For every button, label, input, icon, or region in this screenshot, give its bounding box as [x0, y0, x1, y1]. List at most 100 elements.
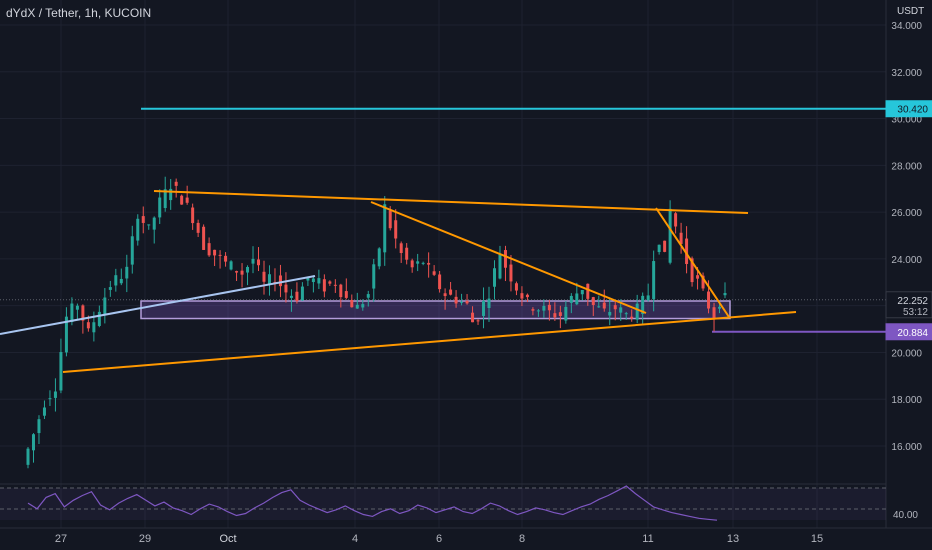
rsi-tick-label: 40.00: [893, 510, 918, 521]
candle-body: [355, 304, 359, 309]
candle-body: [147, 224, 151, 226]
candle-body: [509, 264, 513, 282]
candle-body: [207, 243, 211, 256]
candle-body: [86, 322, 90, 329]
candle-body: [641, 295, 645, 314]
y-tick-label: 30.000: [891, 115, 922, 126]
candle-body: [191, 207, 195, 224]
y-tick-label: 26.000: [891, 208, 922, 219]
candle-body: [438, 274, 442, 290]
candle-body: [547, 304, 551, 311]
candle-body: [366, 294, 370, 298]
candle-body: [185, 197, 189, 203]
candle-body: [130, 236, 134, 265]
candle-body: [240, 270, 244, 275]
candle-body: [487, 298, 491, 308]
price-label-box: [885, 100, 932, 118]
candle-body: [267, 274, 271, 284]
candle-body: [114, 275, 118, 286]
candle-body: [465, 300, 469, 304]
candle-body: [322, 279, 326, 292]
candle-body: [498, 254, 502, 279]
y-tick-label: 34.000: [891, 21, 922, 32]
candle-body: [531, 309, 535, 311]
candle-body: [701, 275, 705, 289]
candle-body: [553, 313, 557, 318]
candle-body: [432, 271, 436, 275]
range-box: [140, 300, 731, 320]
candle-body: [289, 295, 293, 298]
candle-body: [564, 306, 568, 321]
x-tick-label: 15: [811, 533, 823, 545]
candle-body: [696, 275, 700, 279]
candle-body: [674, 213, 678, 227]
candle-body: [383, 204, 387, 253]
trendline-lower-triangle: [62, 311, 797, 373]
candle-body: [536, 310, 540, 312]
x-tick-label: 13: [727, 533, 739, 545]
candle-body: [344, 291, 348, 298]
candle-body: [152, 217, 156, 230]
candle-body: [92, 322, 96, 333]
candle-body: [421, 262, 425, 264]
candle-body: [81, 305, 85, 321]
price-label-countdown: 53:12: [903, 307, 928, 318]
trendline-descending-1: [370, 201, 647, 314]
candle-body: [235, 271, 239, 273]
candle-body: [558, 312, 562, 316]
candle-body: [503, 250, 507, 268]
candle-body: [668, 208, 672, 263]
candle-body: [454, 296, 458, 304]
price-label-value: 20.884: [897, 328, 928, 339]
candle-body: [108, 287, 112, 290]
price-label-box: [885, 291, 932, 319]
candle-body: [196, 222, 200, 233]
candle-body: [624, 313, 628, 315]
candle-body: [59, 352, 63, 391]
candle-body: [657, 244, 661, 253]
price-label-box: [885, 323, 932, 341]
candle-body: [64, 316, 68, 353]
candle-body: [224, 255, 228, 262]
candle-body: [328, 281, 332, 284]
candle-body: [663, 240, 667, 252]
candle-body: [257, 259, 261, 266]
y-tick-label: 28.000: [891, 161, 922, 172]
candle-body: [416, 261, 420, 264]
candle-body: [427, 262, 431, 265]
candle-body: [125, 266, 129, 279]
candle-body: [372, 264, 376, 289]
candle-body: [361, 304, 365, 308]
y-tick-label: 16.000: [891, 442, 922, 453]
y-tick-label: 24.000: [891, 255, 922, 266]
candle-body: [492, 268, 496, 287]
candle-body: [311, 278, 315, 283]
candle-body: [723, 293, 727, 296]
candle-body: [295, 291, 299, 302]
candle-body: [707, 291, 711, 309]
candle-body: [619, 307, 623, 313]
candle-body: [652, 261, 656, 300]
candle-body: [141, 216, 145, 223]
x-tick-label: 27: [55, 533, 67, 545]
candle-body: [246, 267, 250, 273]
trendline-blue-line: [0, 275, 316, 335]
candle-body: [449, 289, 453, 295]
candle-body: [608, 311, 612, 316]
candle-body: [31, 434, 35, 451]
candle-body: [48, 398, 52, 400]
candle-body: [377, 248, 381, 267]
trendline-descending-2: [655, 207, 730, 318]
candle-body: [75, 305, 79, 310]
candle-body: [158, 197, 162, 218]
y-tick-label: 20.000: [891, 348, 922, 359]
price-label-value: 30.420: [897, 105, 928, 116]
candle-body: [542, 305, 546, 311]
candle-body: [712, 307, 716, 319]
rsi-band: [0, 488, 886, 520]
candle-body: [119, 278, 123, 284]
candle-body: [399, 243, 403, 254]
candle-body: [635, 303, 639, 320]
